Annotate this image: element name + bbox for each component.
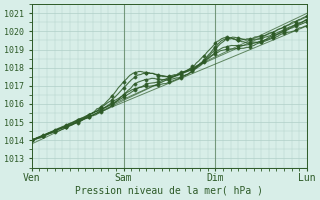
- X-axis label: Pression niveau de la mer( hPa ): Pression niveau de la mer( hPa ): [76, 186, 263, 196]
